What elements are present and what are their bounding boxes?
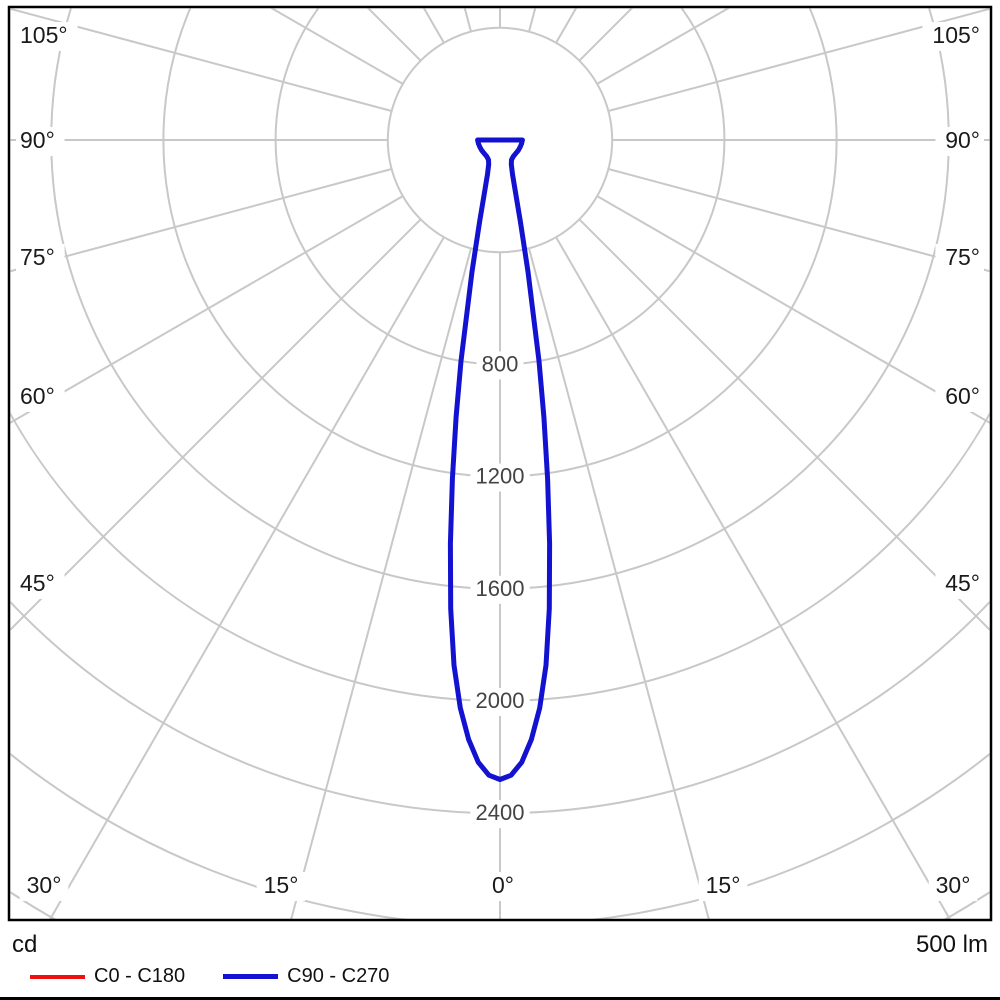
svg-text:30°: 30°: [27, 872, 62, 898]
chart-footer: cd 500 lm C0 - C180 C90 - C270: [0, 926, 1000, 1000]
svg-text:2400: 2400: [476, 800, 525, 825]
legend-line-c90-c270: [223, 974, 279, 979]
legend: C0 - C180 C90 - C270: [12, 965, 988, 988]
units-row: cd 500 lm: [12, 931, 988, 959]
svg-text:1200: 1200: [476, 464, 525, 489]
svg-text:105°: 105°: [20, 22, 68, 48]
svg-text:1600: 1600: [476, 576, 525, 601]
svg-text:15°: 15°: [264, 872, 299, 898]
svg-text:2000: 2000: [476, 688, 525, 713]
plot-border: [7, 5, 993, 922]
angle-labels: 105° 105° 90° 90° 75° 75° 60° 60° 45° 45° 30° 15° 0°…: [16, 22, 984, 901]
svg-text:75°: 75°: [945, 244, 980, 270]
svg-text:45°: 45°: [945, 570, 980, 596]
svg-text:30°: 30°: [936, 872, 971, 898]
svg-text:105°: 105°: [932, 22, 980, 48]
radial-tick-labels: 800 1200 1600 2000 2400: [470, 351, 530, 829]
svg-text:90°: 90°: [20, 127, 55, 153]
polar-plot: 105° 105° 90° 90° 75° 75° 60° 60° 45° 45° 30° 15° 0°…: [7, 5, 993, 922]
svg-text:15°: 15°: [706, 872, 741, 898]
legend-label-c90-c270: C90 - C270: [287, 965, 390, 987]
svg-text:60°: 60°: [945, 383, 980, 409]
units-label: cd: [12, 931, 38, 958]
legend-item-c90-c270: C90 - C270: [223, 965, 389, 988]
legend-label-c0-c180: C0 - C180: [94, 965, 186, 987]
svg-text:90°: 90°: [945, 127, 980, 153]
svg-text:0°: 0°: [492, 872, 514, 898]
legend-item-c0-c180: C0 - C180: [30, 965, 185, 988]
svg-text:45°: 45°: [20, 570, 55, 596]
svg-text:75°: 75°: [20, 244, 55, 270]
curve-c90-c270: [447, 137, 553, 782]
legend-line-c0-c180: [30, 974, 85, 979]
svg-text:60°: 60°: [20, 383, 55, 409]
flux-label: 500 lm: [915, 931, 988, 958]
svg-text:800: 800: [482, 351, 519, 376]
